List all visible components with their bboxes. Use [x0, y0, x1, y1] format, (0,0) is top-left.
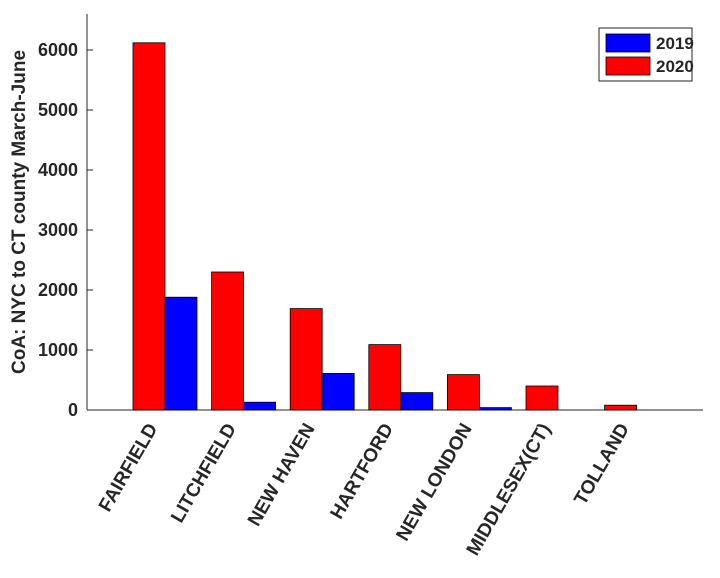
legend-label-2020: 2020	[656, 57, 694, 76]
y-tick-label: 4000	[38, 160, 78, 180]
x-tick-label: LITCHFIELD	[167, 420, 241, 526]
bar-2020-middlesex-ct-	[525, 385, 559, 411]
y-tick-label: 5000	[38, 100, 78, 120]
bar-2020-hartford	[368, 344, 402, 411]
bar-2020-fairfield	[132, 42, 166, 411]
bar-2019-new-haven	[321, 372, 355, 411]
x-tick-label: NEW LONDON	[393, 420, 477, 545]
y-tick-label: 3000	[38, 220, 78, 240]
x-tick-label: MIDDLESEX(CT)	[463, 420, 556, 559]
bar-2020-new-haven	[289, 308, 323, 411]
x-tick-labels: FAIRFIELD LITCHFIELD NEW HAVEN HARTFORDNEW …	[95, 420, 634, 559]
legend-swatch-2020	[605, 56, 651, 76]
bars	[132, 42, 637, 411]
y-axis-label: CoA: NYC to CT county March-June	[9, 50, 30, 374]
y-ticks: 0 1000 2000 3000 4000 5000 6000	[38, 40, 93, 420]
bar-2019-hartford	[400, 392, 434, 411]
legend-label-2019: 2019	[656, 34, 694, 53]
bar-2019-fairfield	[164, 296, 198, 411]
x-tick-label: FAIRFIELD	[95, 420, 162, 516]
y-tick-label: 0	[68, 400, 78, 420]
x-tick-label: NEW HAVEN	[244, 420, 320, 530]
x-tick-label: HARTFORD	[327, 420, 398, 523]
legend: 2019 2020	[598, 27, 694, 82]
y-tick-label: 1000	[38, 340, 78, 360]
legend-swatch-2019	[605, 33, 651, 53]
bar-2019-new-london	[478, 407, 512, 411]
x-tick-label: TOLLAND	[571, 420, 634, 509]
bar-2020-litchfield	[211, 271, 245, 411]
bar-2020-new-london	[446, 374, 480, 411]
y-tick-label: 6000	[38, 40, 78, 60]
y-tick-label: 2000	[38, 280, 78, 300]
bar-2020-tolland	[604, 404, 637, 411]
bar-2019-litchfield	[243, 401, 277, 411]
